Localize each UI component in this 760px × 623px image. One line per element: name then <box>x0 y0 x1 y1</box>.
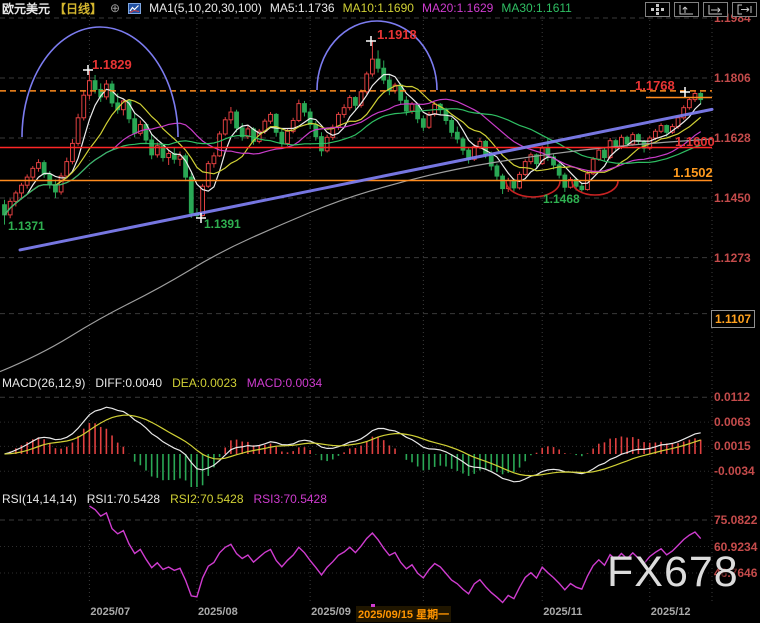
rsi-axis-label: 75.0822 <box>714 513 758 527</box>
chart-toolbar <box>645 2 757 17</box>
macd-label-row: MACD(26,12,9) DIFF:0.0040 DEA:0.0023 MAC… <box>2 376 322 390</box>
macd-title: MACD(26,12,9) <box>2 376 86 390</box>
watermark: FX678 <box>607 548 739 596</box>
chart-annotation: 1.1768 <box>635 78 675 93</box>
ma10-value: MA10:1.1690 <box>342 1 414 15</box>
chart-annotation: 1.1371 <box>8 219 45 233</box>
chart-annotation: 1.1829 <box>92 57 132 72</box>
chart-annotation: 1.1468 <box>543 192 580 206</box>
fit-y-axis-icon[interactable] <box>674 2 699 17</box>
rsi-label-row: RSI(14,14,14) RSI1:70.5428 RSI2:70.5428 … <box>2 492 327 506</box>
chart-logo-icon <box>128 2 142 14</box>
crosshair-date-label: 2025/09/15 星期一 <box>356 606 452 622</box>
rsi-title: RSI(14,14,14) <box>2 492 77 506</box>
price-axis-label: 1.1273 <box>714 250 751 265</box>
ma30-value: MA30:1.1611 <box>501 1 572 15</box>
ma5-value: MA5:1.1736 <box>269 1 335 15</box>
symbol-name: 欧元美元 <box>2 1 51 16</box>
fit-x-axis-icon[interactable] <box>703 2 728 17</box>
chart-annotation: 1.1502 <box>673 165 713 180</box>
rsi2-value: RSI2:70.5428 <box>170 492 244 506</box>
add-indicator-button[interactable]: ⊕ <box>110 1 121 15</box>
ma20-value: MA20:1.1629 <box>421 1 494 15</box>
rsi-axis-label: 46.7646 <box>714 566 758 580</box>
price-axis-boxed-label: 1.1107 <box>711 310 756 328</box>
pop-out-icon[interactable] <box>732 2 757 17</box>
chart-header: 欧元美元 【日线】 ⊕ MA1(5,10,20,30,100) MA5:1.17… <box>2 0 572 16</box>
price-axis-label: 1.1628 <box>714 131 751 145</box>
macd-axis-label: 0.0015 <box>714 439 751 454</box>
chart-annotation: 1.1918 <box>377 27 417 42</box>
rsi1-value: RSI1:70.5428 <box>86 492 161 506</box>
x-axis-label: 2025/12 <box>650 606 691 618</box>
macd-axis-label: 0.0112 <box>714 390 751 405</box>
macd-dea-value: DEA:0.0023 <box>172 376 237 390</box>
period-label: 【日线】 <box>54 1 103 16</box>
rsi3-value: RSI3:70.5428 <box>253 492 327 506</box>
chart-annotation: 1.1391 <box>204 217 241 231</box>
ma-settings-label: MA1(5,10,20,30,100) <box>149 1 262 15</box>
price-axis-label: 1.1806 <box>714 71 751 85</box>
x-axis-label: 2025/11 <box>543 606 583 618</box>
chart-annotation: 1.1600 <box>675 134 715 149</box>
macd-diff-value: DIFF:0.0040 <box>95 376 163 390</box>
move-tool-icon[interactable] <box>645 2 670 17</box>
crosshair-x-tick <box>371 604 375 607</box>
rsi-axis-label: 60.9234 <box>714 539 758 554</box>
macd-axis-label: 0.0063 <box>714 415 751 430</box>
x-axis-label: 2025/09 <box>311 606 351 618</box>
macd-axis-label: -0.0034 <box>714 464 755 479</box>
macd-macd-value: MACD:0.0034 <box>246 376 323 390</box>
price-axis-label: 1.1450 <box>714 191 751 205</box>
x-axis-label: 2025/07 <box>90 606 131 618</box>
x-axis-label: 2025/08 <box>197 606 238 618</box>
